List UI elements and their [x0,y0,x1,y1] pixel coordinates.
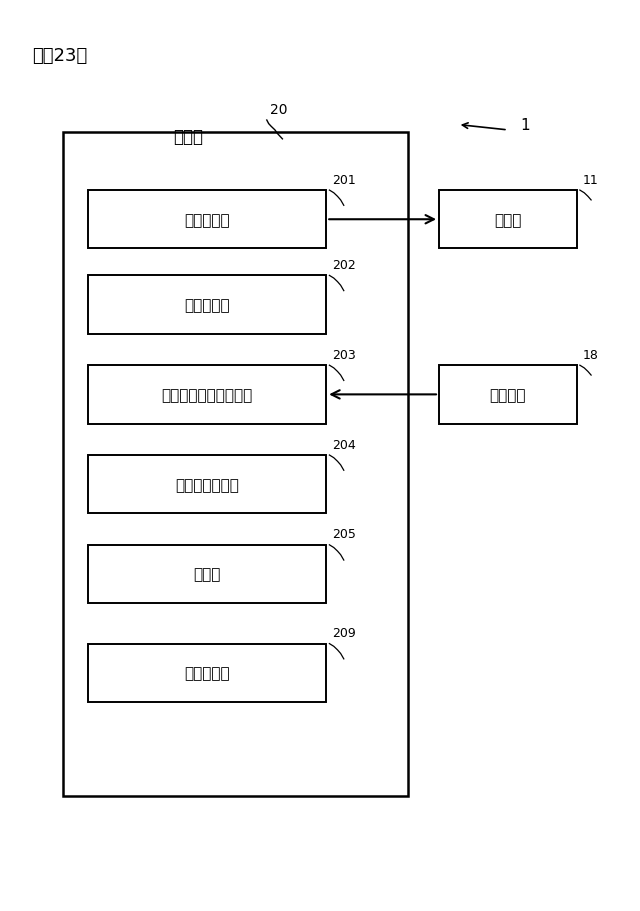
Text: 205: 205 [333,527,356,541]
Text: 画像生成部: 画像生成部 [184,212,230,228]
FancyBboxPatch shape [88,190,326,250]
Text: 201: 201 [333,173,356,187]
FancyBboxPatch shape [63,132,408,796]
Text: 表示器: 表示器 [494,212,522,228]
Text: 検出基準制御部: 検出基準制御部 [175,477,239,492]
Text: 209: 209 [333,627,356,640]
Text: 表示制御部: 表示制御部 [184,298,230,312]
Text: 1: 1 [520,118,530,132]
Text: 画像解析部: 画像解析部 [184,666,230,681]
Text: 20: 20 [270,102,287,117]
Text: 203: 203 [333,348,356,362]
Text: 202: 202 [333,259,356,271]
Text: 【図23】: 【図23】 [32,47,87,66]
Text: 記憶部: 記憶部 [194,567,221,582]
FancyBboxPatch shape [88,276,326,334]
FancyBboxPatch shape [88,545,326,603]
Text: 制御部: 制御部 [173,128,204,146]
FancyBboxPatch shape [439,366,577,425]
Text: 撮像装置: 撮像装置 [490,387,526,403]
Text: 18: 18 [583,348,599,362]
FancyBboxPatch shape [88,644,326,702]
Text: 204: 204 [333,438,356,451]
FancyBboxPatch shape [88,456,326,514]
FancyBboxPatch shape [439,190,577,250]
Text: 11: 11 [583,173,598,187]
Text: キャリブレーション部: キャリブレーション部 [162,387,253,403]
FancyBboxPatch shape [88,366,326,425]
